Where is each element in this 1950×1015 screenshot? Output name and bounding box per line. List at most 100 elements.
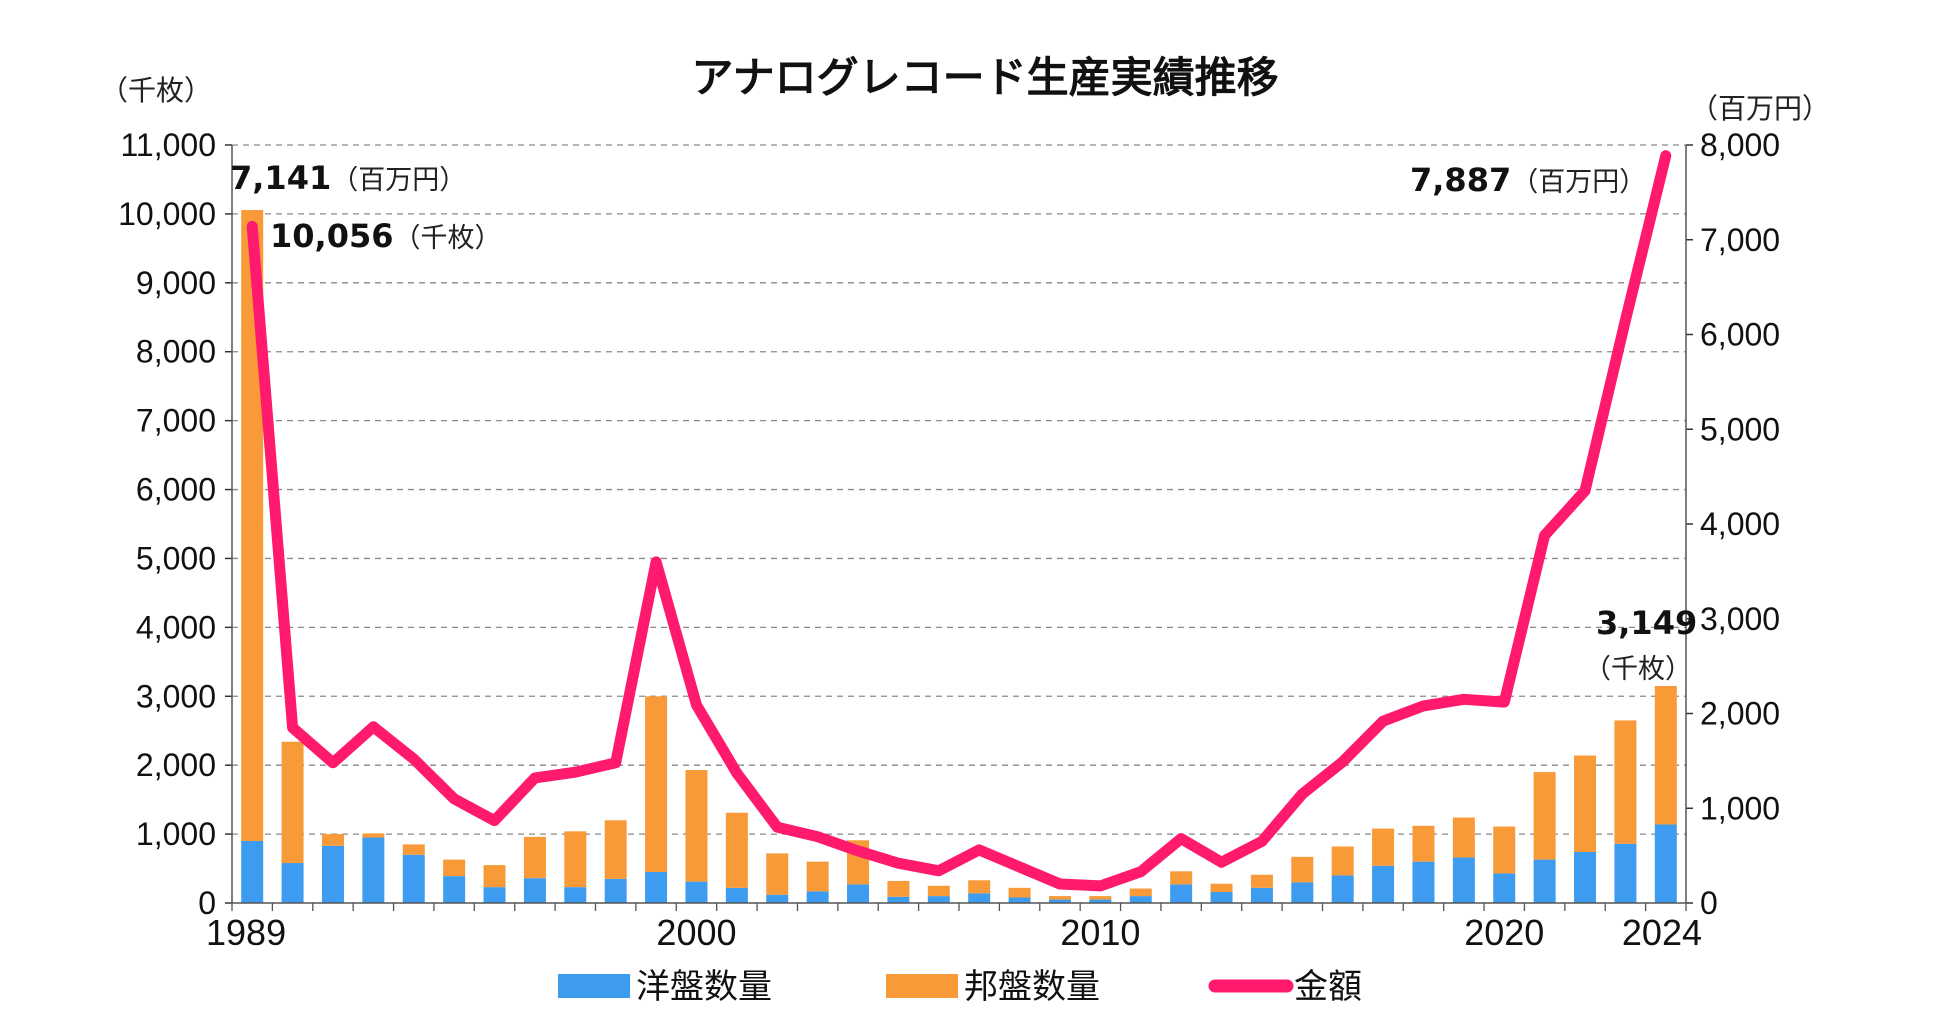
bar-domestic-qty [645,696,668,872]
bar-domestic-qty [1654,686,1677,825]
amount-point [611,758,620,767]
bar-domestic-qty [362,833,385,838]
bar-domestic-qty [725,812,748,888]
bar-series [241,210,1677,903]
bar-domestic-qty [523,836,546,879]
bar-foreign-qty [362,837,385,903]
bar-foreign-qty [1089,899,1112,903]
amount-point [248,222,257,231]
legend-swatch-foreign-qty [558,974,630,998]
x-tick-label: 1989 [206,912,286,953]
chart-title: アナログレコード生産実績推移 [691,53,1278,102]
x-tick-label: 2010 [1060,912,1140,953]
bar-foreign-qty [321,845,344,903]
annotation-value: 10,056 [270,217,393,255]
bar-foreign-qty [1331,875,1354,903]
right-tick-label: 1,000 [1700,790,1780,826]
bar-domestic-qty [1210,883,1233,892]
bar-domestic-qty [927,885,950,897]
bar-domestic-qty [806,861,829,892]
bar-foreign-qty [1452,857,1475,903]
bar-domestic-qty [1614,720,1637,844]
bar-foreign-qty [1048,899,1071,903]
bar-domestic-qty [1291,856,1314,883]
bar-domestic-qty [564,831,587,888]
bar-foreign-qty [1170,884,1193,903]
bar-foreign-qty [1493,873,1516,903]
left-tick-label: 6,000 [136,472,216,508]
bar-foreign-qty [564,887,587,903]
bar-domestic-qty [887,880,910,897]
bar-foreign-qty [887,896,910,903]
bar-domestic-qty [321,834,344,846]
bar-foreign-qty [241,840,264,903]
bar-foreign-qty [645,871,668,903]
left-tick-label: 8,000 [136,334,216,370]
bar-domestic-qty [1372,828,1395,866]
bar-foreign-qty [604,878,627,903]
amount-point [732,769,741,778]
bar-foreign-qty [281,863,304,903]
amount-line-series [246,150,1672,892]
right-tick-label: 5,000 [1700,411,1780,447]
bar-domestic-qty [1331,846,1354,876]
amount-point [1055,880,1064,889]
right-tick-label: 7,000 [1700,222,1780,258]
amount-point [1419,701,1428,710]
bar-foreign-qty [685,881,708,903]
legend-label-amount: 金額 [1294,967,1362,1007]
bar-domestic-qty [1452,817,1475,858]
left-tick-label: 0 [198,885,216,921]
legend-swatch-domestic-qty [886,974,958,998]
amount-point [1096,881,1105,890]
amount-point [450,794,459,803]
amount-point [1379,717,1388,726]
amount-point [1217,858,1226,867]
amount-point [530,773,539,782]
bar-domestic-qty [443,859,466,877]
bar-foreign-qty [1412,861,1435,903]
annotation-unit: （百万円） [1511,167,1646,198]
annotation-end-quantity: 3,149 （千枚） [1584,604,1697,685]
bar-domestic-qty [1574,755,1597,853]
bar-foreign-qty [766,894,789,903]
bar-foreign-qty [523,878,546,903]
amount-point [288,723,297,732]
bar-domestic-qty [685,770,708,882]
annotation-start-quantity: 10,056（千枚） [270,217,501,255]
bar-foreign-qty [443,876,466,903]
left-axis-unit: （千枚） [100,74,212,107]
left-tick-label: 7,000 [136,403,216,439]
amount-point [1621,316,1630,325]
bar-foreign-qty [847,884,870,903]
amount-point [1581,486,1590,495]
amount-point [369,722,378,731]
amount-point [975,845,984,854]
bar-foreign-qty [725,887,748,903]
bar-foreign-qty [1574,852,1597,903]
amount-point [1338,757,1347,766]
left-tick-label: 4,000 [136,609,216,645]
amount-point [652,557,661,566]
amount-point [1136,867,1145,876]
right-tick-label: 2,000 [1700,696,1780,732]
right-tick-label: 4,000 [1700,506,1780,542]
amount-point [1540,531,1549,540]
bar-foreign-qty [1250,887,1273,903]
amount-point [490,816,499,825]
bar-domestic-qty [1412,825,1435,862]
legend: 洋盤数量 邦盤数量 金額 [558,967,1362,1007]
bar-domestic-qty [483,865,506,888]
x-tick-label: 2024 [1622,912,1702,953]
bar-foreign-qty [1210,891,1233,903]
amount-point [1015,862,1024,871]
bar-foreign-qty [1008,897,1031,903]
left-tick-label: 11,000 [121,127,217,163]
bar-foreign-qty [806,891,829,903]
annotation-end-amount: 7,887（百万円） [1410,161,1646,199]
bar-domestic-qty [1129,888,1152,897]
bar-domestic-qty [1008,887,1031,898]
legend-label-domestic-qty: 邦盤数量 [964,967,1100,1007]
bar-foreign-qty [483,887,506,903]
amount-point [1459,695,1468,704]
